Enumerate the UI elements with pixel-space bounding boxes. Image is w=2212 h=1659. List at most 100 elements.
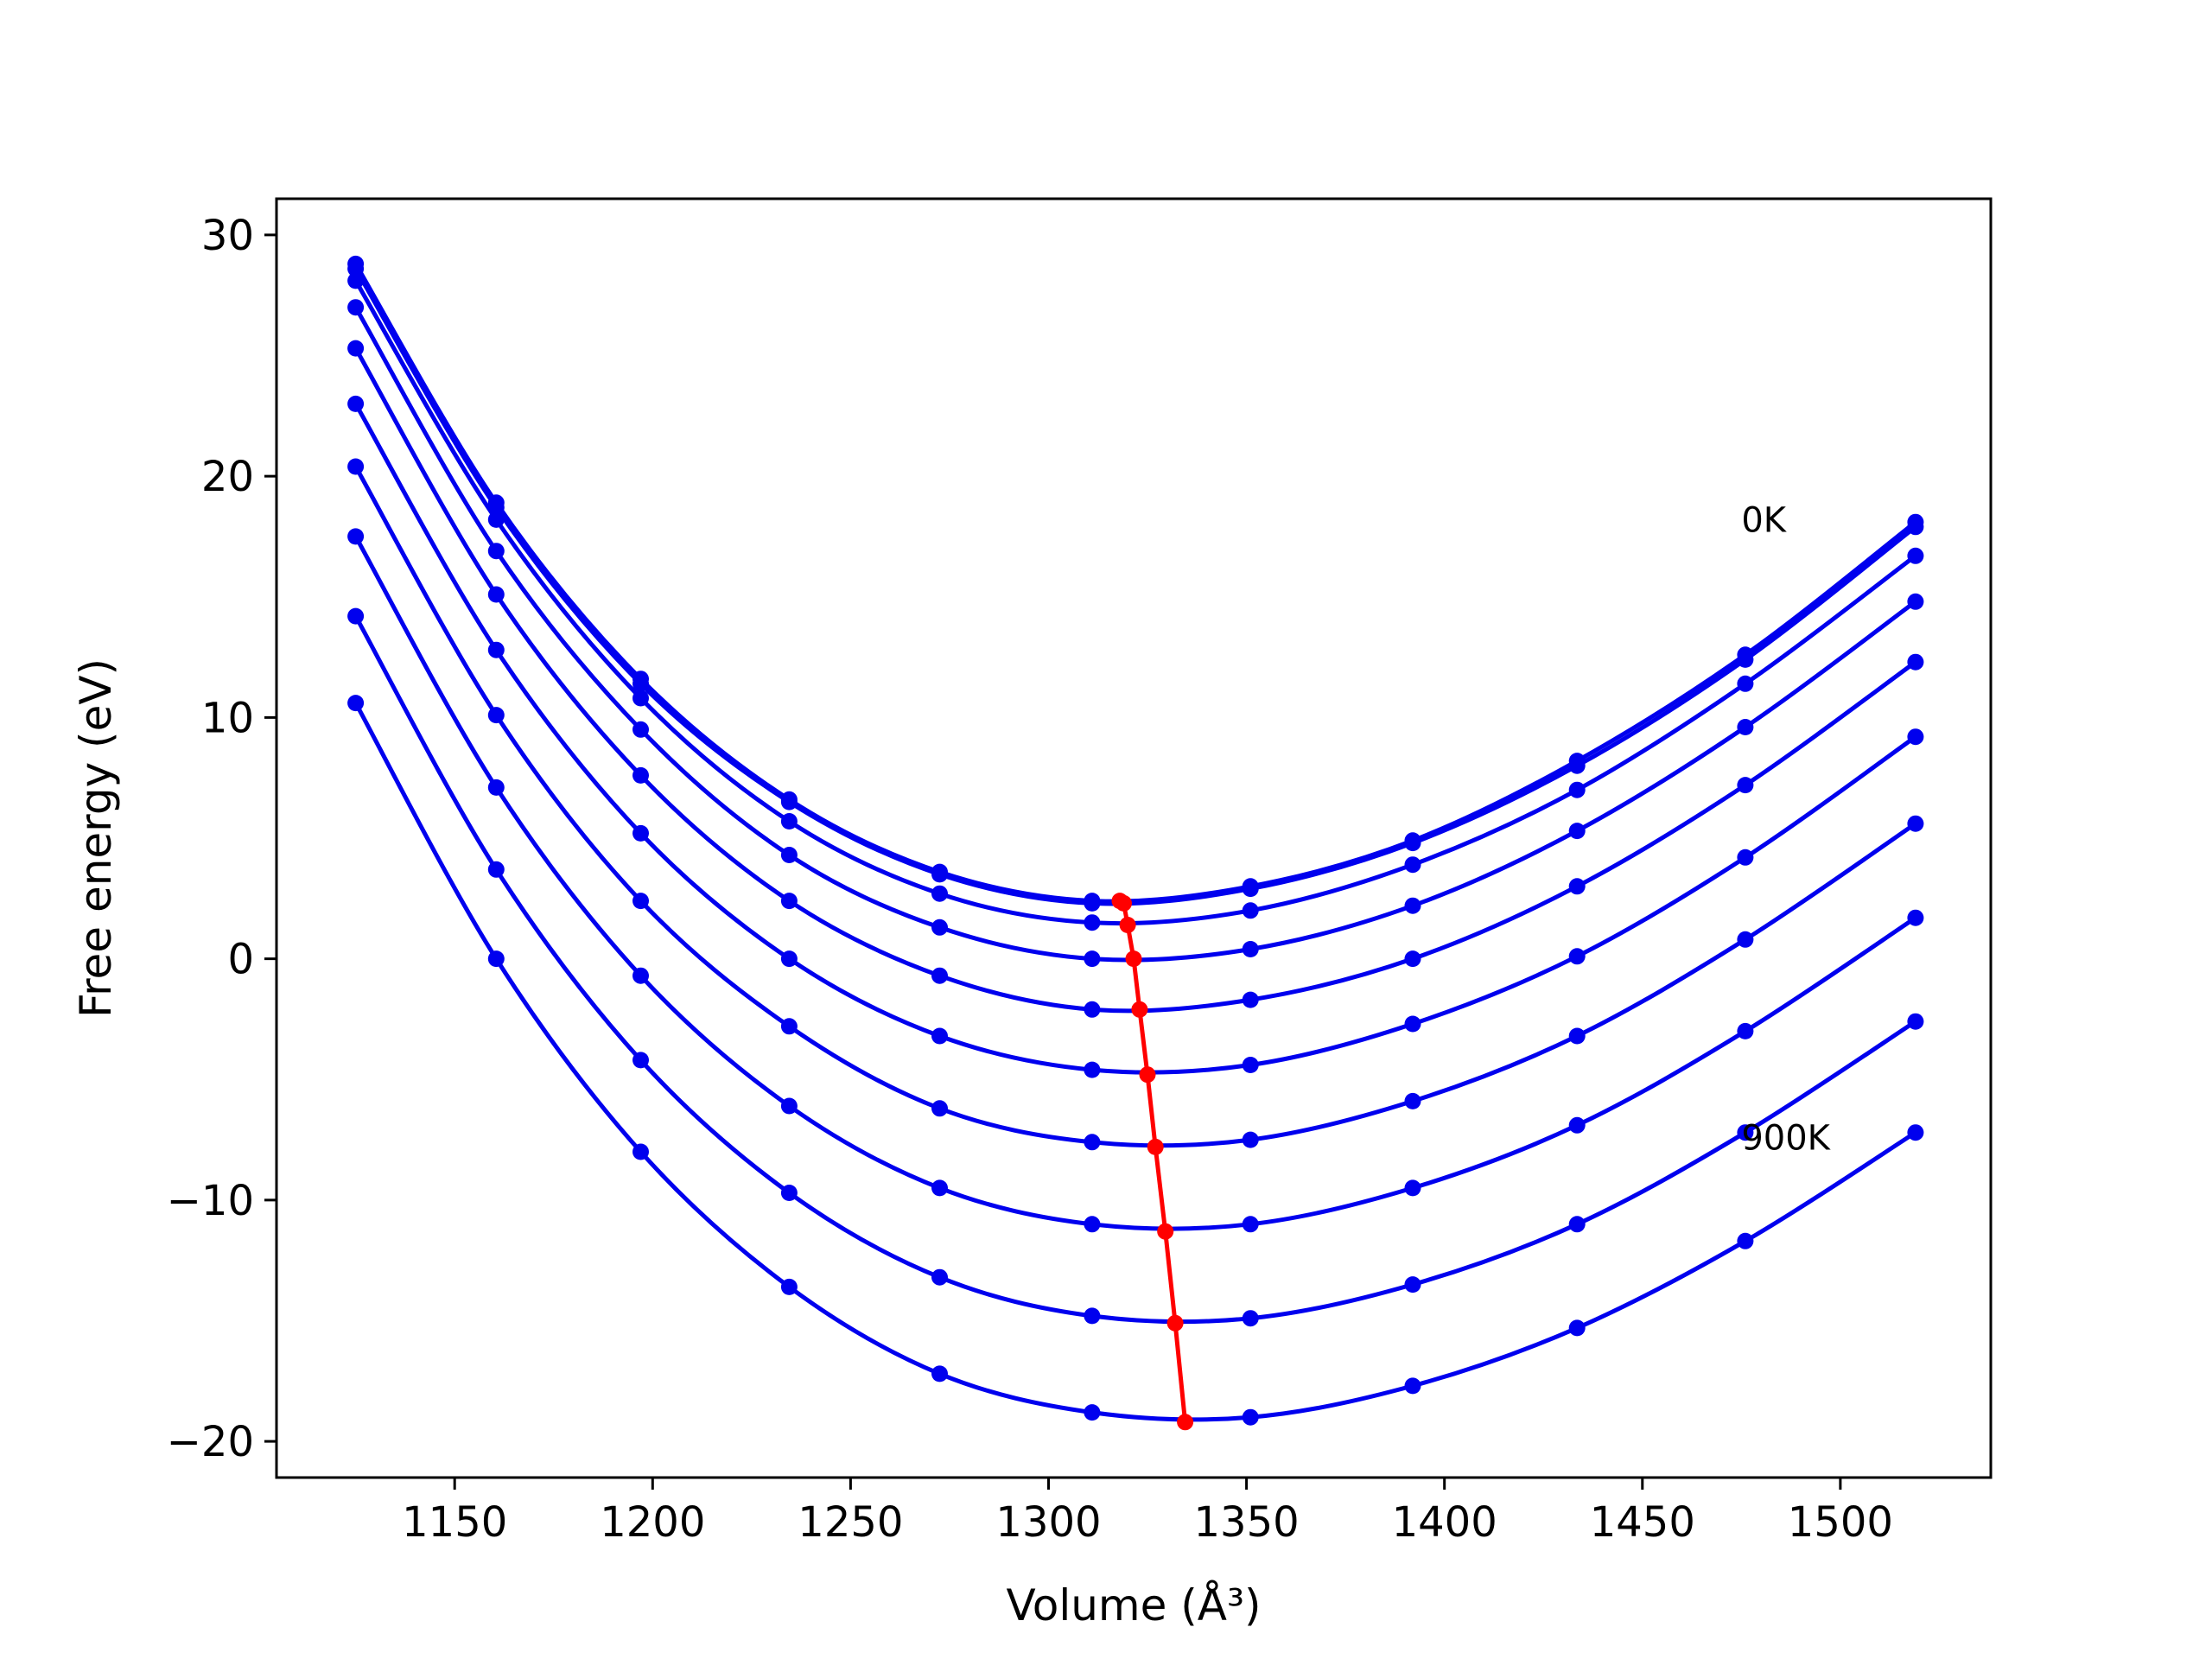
minimum-path [1118, 899, 1188, 1423]
data-point [931, 1179, 948, 1197]
data-point [1404, 1276, 1421, 1294]
x-tick-label: 1250 [798, 1498, 903, 1547]
data-point [347, 340, 365, 357]
data-point [1242, 1131, 1259, 1148]
data-point [1568, 1319, 1586, 1337]
series-4 [347, 299, 1924, 968]
x-tick-label: 1400 [1392, 1498, 1497, 1547]
data-point [1084, 1001, 1101, 1018]
annotations: 0K 900K [1741, 500, 1831, 1158]
data-point [632, 893, 649, 910]
minimum-point [1125, 950, 1142, 968]
data-point [347, 395, 365, 412]
plot-frame [275, 197, 1993, 1479]
data-point [1907, 518, 1924, 536]
data-point [487, 511, 505, 528]
minimum-point [1119, 917, 1136, 933]
data-point [1568, 1116, 1586, 1134]
data-point [1242, 1216, 1259, 1233]
series-line [353, 535, 1917, 1231]
data-point [347, 528, 365, 545]
data-point [780, 950, 798, 968]
y-tick-label: −10 [167, 1177, 254, 1225]
series-8 [347, 528, 1924, 1233]
y-tick-label: 20 [201, 453, 254, 501]
data-point [487, 641, 505, 658]
data-point [632, 1052, 649, 1069]
data-point [1084, 1307, 1101, 1325]
data-point [1404, 1092, 1421, 1109]
data-point [1568, 823, 1586, 840]
series-line [353, 465, 1917, 1148]
data-point [931, 918, 948, 936]
data-point [1737, 849, 1754, 866]
y-axis-label: Free energy (eV) [71, 658, 121, 1018]
data-point [780, 893, 798, 910]
data-point [931, 885, 948, 902]
x-tick-label: 1150 [402, 1498, 507, 1547]
series-line [353, 614, 1917, 1325]
x-axis-label: Volume (Å³) [1006, 1580, 1261, 1630]
data-point [780, 1097, 798, 1115]
data-point [1404, 1179, 1421, 1197]
x-axis: 1150 1200 1250 1300 1350 1400 1450 1500 [402, 1478, 1893, 1547]
minimum-point [1131, 1001, 1148, 1018]
plot-area [347, 255, 1924, 1431]
y-axis: −20 −10 0 10 20 30 [167, 212, 276, 1466]
data-point [347, 272, 365, 289]
data-point [487, 543, 505, 560]
data-point [1568, 1027, 1586, 1045]
data-point [780, 813, 798, 830]
data-point [487, 707, 505, 724]
data-point [1568, 757, 1586, 774]
data-point [1737, 777, 1754, 794]
data-point [780, 847, 798, 863]
data-point [1737, 675, 1754, 692]
data-point [347, 260, 365, 277]
x-tick-label: 1350 [1194, 1498, 1300, 1547]
data-point [931, 1027, 948, 1045]
data-point [1084, 894, 1101, 912]
data-point [632, 967, 649, 984]
data-point [347, 458, 365, 475]
data-point [1242, 902, 1259, 919]
data-point [931, 1100, 948, 1117]
data-point [1404, 1015, 1421, 1033]
data-point [1242, 1057, 1259, 1073]
data-point [1404, 1377, 1421, 1395]
data-point [347, 695, 365, 712]
series-line [353, 702, 1917, 1422]
data-point [1404, 950, 1421, 968]
x-tick-label: 1450 [1590, 1498, 1695, 1547]
minimum-line [1111, 893, 1194, 1431]
data-point [632, 690, 649, 707]
data-point [1404, 897, 1421, 914]
y-tick-label: 30 [201, 212, 254, 260]
data-point [1907, 1124, 1924, 1141]
minimum-point [1157, 1223, 1174, 1240]
series-line [353, 346, 1917, 1014]
data-point [1568, 781, 1586, 798]
data-point [487, 861, 505, 878]
series-10 [347, 695, 1924, 1426]
series-line [353, 306, 1917, 963]
series-7 [347, 458, 1924, 1151]
data-point [347, 299, 365, 316]
data-point [1907, 815, 1924, 832]
minimum-point [1166, 1314, 1184, 1332]
y-tick-label: −20 [167, 1418, 254, 1466]
data-point [487, 950, 505, 968]
data-point [1568, 1216, 1586, 1233]
data-point [1568, 948, 1586, 965]
data-point [1737, 1022, 1754, 1039]
data-point [632, 824, 649, 842]
series-2 [347, 260, 1924, 912]
data-point [1242, 991, 1259, 1008]
data-point [632, 721, 649, 738]
data-point [632, 1143, 649, 1160]
data-point [931, 1365, 948, 1382]
minimum-point [1116, 894, 1132, 912]
data-point [1737, 1124, 1754, 1141]
data-point [1242, 941, 1259, 957]
minimum-point [1177, 1414, 1194, 1431]
